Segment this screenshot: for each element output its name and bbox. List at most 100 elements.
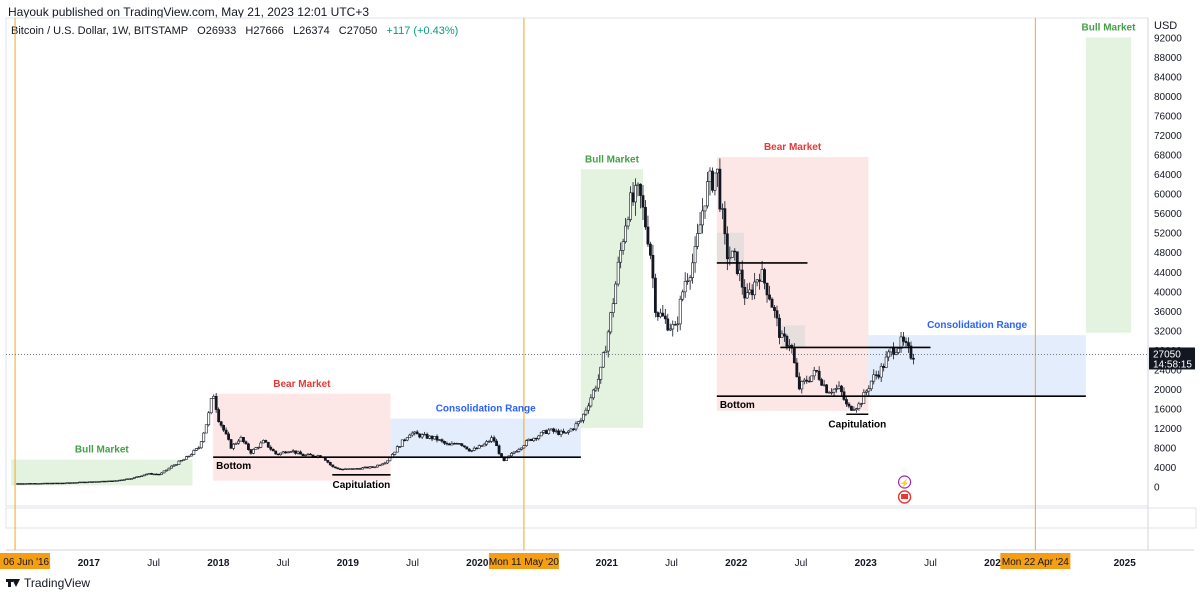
- candle-body: [127, 478, 131, 480]
- candle-body: [105, 480, 109, 483]
- candle-body: [539, 431, 543, 437]
- candle-body: [58, 482, 62, 485]
- tradingview-logo-icon: [6, 578, 20, 588]
- candle-body: [182, 458, 186, 461]
- candle-body: [420, 434, 424, 438]
- candle-body: [428, 435, 431, 439]
- candle-body: [170, 465, 173, 469]
- date-badge-label-2: Mon 22 Apr '24: [1002, 557, 1069, 568]
- candle-body: [85, 481, 89, 484]
- candle-body: [423, 433, 427, 436]
- candle-body: [651, 254, 655, 279]
- candle-body: [266, 441, 270, 448]
- candle-body: [869, 380, 873, 390]
- candle-body: [755, 279, 759, 283]
- candle-body: [492, 437, 496, 442]
- date-badge-label-0: Mon 06 Jun '16: [0, 557, 50, 568]
- zone-bull-6[interactable]: [1085, 37, 1132, 333]
- candle-body: [619, 250, 623, 263]
- date-badge-1[interactable]: [488, 553, 559, 569]
- candle-body: [462, 445, 466, 448]
- candle-body: [418, 433, 422, 438]
- y-tick-12: 48000: [1154, 248, 1182, 259]
- zone-bear-4[interactable]: [716, 157, 869, 411]
- y-tick-4: 16000: [1154, 404, 1182, 415]
- y-tick-3: 12000: [1154, 424, 1182, 435]
- y-tick-21: 84000: [1154, 73, 1182, 84]
- candle-body: [522, 445, 526, 449]
- candle-body: [36, 483, 39, 485]
- candle-body: [244, 441, 248, 445]
- x-tick-7: 2021: [596, 558, 619, 569]
- candle-body: [199, 441, 203, 449]
- candle-body: [346, 468, 350, 470]
- candle-body: [505, 457, 508, 461]
- candle-body: [584, 409, 588, 415]
- candle-body: [884, 356, 888, 368]
- us-flag-stripes: [901, 494, 909, 499]
- candle-body: [805, 379, 809, 382]
- candle-body: [887, 351, 891, 358]
- candle-body: [301, 453, 305, 457]
- candle-body: [452, 443, 456, 445]
- candles[interactable]: [16, 158, 915, 485]
- x-tick-13: 2024: [984, 558, 1007, 569]
- candle-body: [859, 403, 863, 405]
- candle-body: [78, 481, 82, 484]
- hline-label-1: Capitulation: [333, 480, 391, 491]
- candle-body: [145, 473, 149, 476]
- y-tick-23: 92000: [1154, 34, 1182, 45]
- candle-body: [43, 482, 47, 485]
- candle-body: [907, 342, 910, 347]
- x-tick-0: 2017: [78, 558, 101, 569]
- date-badge-2[interactable]: [1000, 553, 1071, 569]
- candle-body: [792, 347, 796, 364]
- candle-body: [909, 345, 913, 359]
- lightning-icon[interactable]: [897, 475, 912, 489]
- candle-body: [306, 453, 310, 456]
- candle-body: [480, 445, 484, 447]
- candle-body: [472, 447, 476, 451]
- candle-body: [398, 446, 402, 448]
- candle-body: [323, 457, 327, 461]
- candle-body: [28, 483, 32, 485]
- candle-body: [41, 482, 44, 485]
- zone-label-2: Consolidation Range: [436, 404, 536, 415]
- candle-body: [899, 336, 903, 349]
- candle-body: [527, 438, 531, 441]
- candle-body: [634, 185, 637, 203]
- candle-body: [738, 269, 742, 274]
- symbol-label[interactable]: Bitcoin / U.S. Dollar, 1W, BITSTAMP: [11, 25, 189, 37]
- candle-body: [656, 312, 660, 318]
- last-price-badge[interactable]: [1149, 347, 1195, 370]
- candle-body: [534, 437, 538, 440]
- candle-body: [371, 466, 374, 468]
- candle-body: [38, 483, 42, 485]
- candle-body: [378, 464, 382, 467]
- ohlc-legend: Bitcoin / U.S. Dollar, 1W, BITSTAMP O269…: [11, 25, 458, 37]
- candle-body: [336, 467, 340, 470]
- date-badge-0[interactable]: [0, 553, 51, 569]
- y-tick-15: 60000: [1154, 190, 1182, 201]
- zone-range-5[interactable]: [868, 335, 1086, 397]
- candle-body: [696, 233, 699, 247]
- candle-body: [152, 473, 156, 476]
- y-tick-8: 32000: [1154, 326, 1182, 337]
- grey-box-0[interactable]: [716, 232, 745, 262]
- candle-body: [137, 476, 141, 478]
- zone-bull-3[interactable]: [580, 169, 644, 428]
- candle-body: [574, 423, 578, 430]
- candle-body: [455, 443, 459, 445]
- candle-body: [733, 250, 737, 253]
- candle-body: [160, 472, 163, 475]
- hline-label-0: Bottom: [216, 461, 251, 472]
- candle-body: [108, 480, 111, 483]
- candle-body: [641, 195, 645, 208]
- zone-label-5: Consolidation Range: [927, 320, 1027, 331]
- candle-body: [862, 392, 866, 404]
- zone-range-2[interactable]: [390, 418, 581, 459]
- candle-body: [673, 324, 677, 326]
- candle-body: [745, 292, 749, 299]
- candle-body: [16, 483, 20, 485]
